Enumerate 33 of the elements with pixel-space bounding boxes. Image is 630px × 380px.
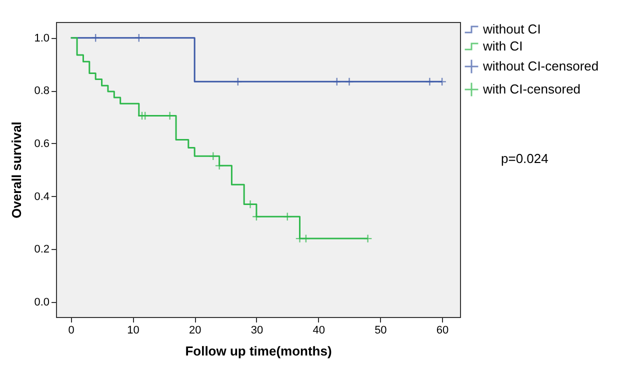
x-tick-label: 50 bbox=[374, 324, 387, 336]
x-tick-label: 40 bbox=[312, 324, 325, 336]
point bbox=[344, 77, 354, 86]
point bbox=[282, 212, 292, 222]
legend-label: with CI bbox=[482, 38, 523, 54]
point bbox=[363, 234, 372, 244]
y-tick-label: 0.8 bbox=[34, 85, 50, 98]
x-tick-label: 30 bbox=[250, 324, 264, 336]
y-tick-label: 0.6 bbox=[34, 138, 50, 150]
x-axis-title: Follow up time(months) bbox=[185, 344, 332, 358]
point bbox=[214, 161, 224, 170]
point bbox=[252, 212, 261, 222]
point bbox=[425, 77, 434, 86]
x-tick-label: 20 bbox=[188, 324, 202, 336]
x-tick-label: 10 bbox=[127, 324, 140, 336]
legend-label: without CI-censored bbox=[482, 58, 599, 74]
x-tick-label: 0 bbox=[68, 324, 74, 336]
legend-label: without CI bbox=[482, 22, 541, 36]
y-axis-title: Overall survival bbox=[9, 122, 24, 218]
point bbox=[208, 152, 218, 161]
y-tick-label: 0.0 bbox=[34, 296, 50, 308]
point bbox=[91, 33, 100, 42]
point bbox=[134, 33, 144, 42]
x-tick-label: 60 bbox=[436, 324, 449, 336]
point bbox=[301, 234, 310, 244]
y-tick-label: 1.0 bbox=[34, 32, 50, 44]
point bbox=[332, 77, 342, 86]
point bbox=[438, 77, 447, 86]
y-tick-label: 0.2 bbox=[34, 244, 50, 256]
point bbox=[233, 77, 242, 86]
text: p=0.024 bbox=[501, 151, 548, 166]
legend-label: with CI-censored bbox=[482, 82, 581, 96]
y-tick-label: 0.4 bbox=[34, 190, 50, 203]
